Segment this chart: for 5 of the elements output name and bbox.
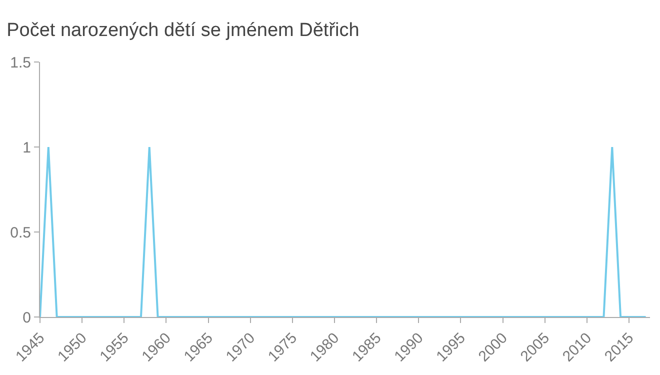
y-tick-label: 0.5 [10, 224, 31, 242]
y-tick-label: 1.5 [10, 54, 31, 72]
y-tick-label: 1 [22, 139, 31, 156]
y-tick-label: 0 [22, 309, 31, 326]
chart-title: Počet narozených dětí se jménem Dětřich [6, 20, 360, 41]
